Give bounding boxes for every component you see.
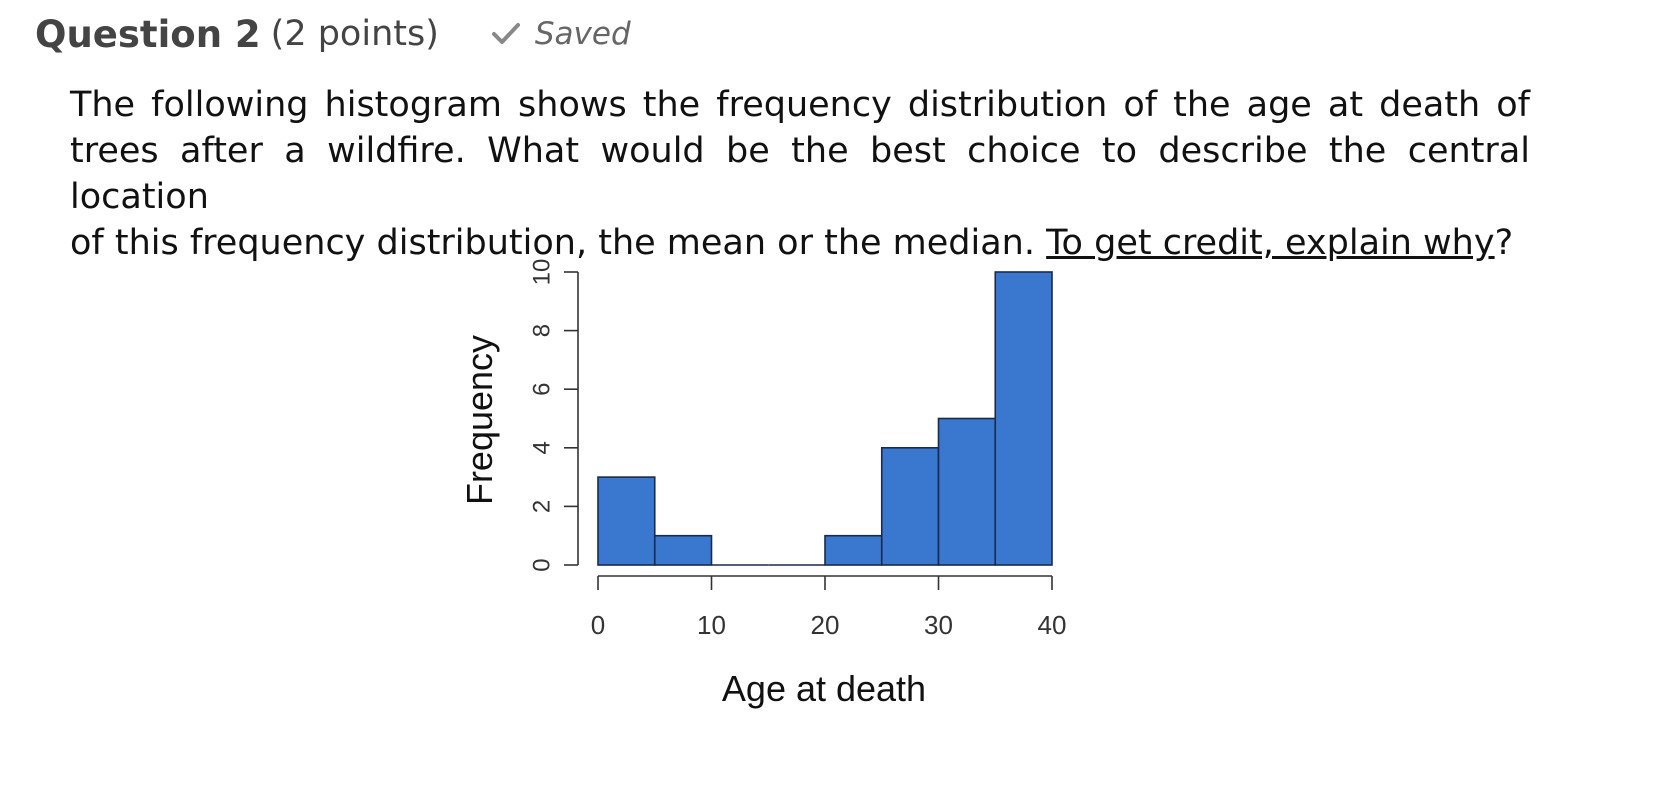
x-axis: 0 10 20 30 40 [591, 575, 1067, 640]
saved-label: Saved [534, 16, 631, 52]
x-tick-label: 40 [1038, 610, 1067, 640]
x-tick-label: 20 [811, 610, 840, 640]
prompt-line-3: of this frequency distribution, the mean… [70, 220, 1530, 266]
histogram-bar [653, 534, 713, 566]
x-axis-label: Age at death [722, 668, 926, 709]
x-tick-label: 30 [924, 610, 953, 640]
histogram-bars [597, 271, 1053, 566]
y-axis-label: Frequency [460, 335, 500, 505]
prompt-line-3-end: ? [1494, 223, 1514, 263]
question-prompt: The following histogram shows the freque… [70, 82, 1530, 266]
prompt-line-3-text: of this frequency distribution, the mean… [70, 223, 1047, 263]
prompt-line-2: trees after a wildfire. What would be th… [70, 131, 1530, 217]
y-axis: 0 2 4 6 8 10 [529, 259, 579, 572]
y-tick-label: 6 [529, 383, 556, 396]
saved-status: Saved [491, 16, 631, 52]
explain-why-underlined: To get credit, explain why [1046, 223, 1495, 263]
histogram-bar [824, 534, 883, 566]
y-tick-label: 10 [529, 259, 556, 286]
y-tick-label: 8 [529, 324, 556, 337]
question-points: (2 points) [270, 14, 439, 54]
histogram-chart: 0 2 4 6 8 10 0 10 20 30 40 Frequency Age at death [460, 259, 1067, 709]
x-tick-label: 10 [697, 610, 726, 640]
histogram-bar [597, 476, 656, 566]
checkmark-icon [491, 23, 520, 44]
y-tick-label: 4 [529, 441, 556, 454]
y-tick-label: 0 [529, 558, 556, 571]
x-tick-label: 0 [591, 610, 605, 640]
prompt-line-1: The following histogram shows the freque… [70, 85, 1530, 125]
question-title: Question 2 [35, 12, 261, 56]
histogram-bar [994, 271, 1053, 566]
question-header: Question 2 (2 points) Saved [35, 6, 631, 62]
histogram-bar [880, 447, 940, 566]
y-tick-label: 2 [529, 500, 556, 513]
histogram-bar [937, 417, 997, 566]
